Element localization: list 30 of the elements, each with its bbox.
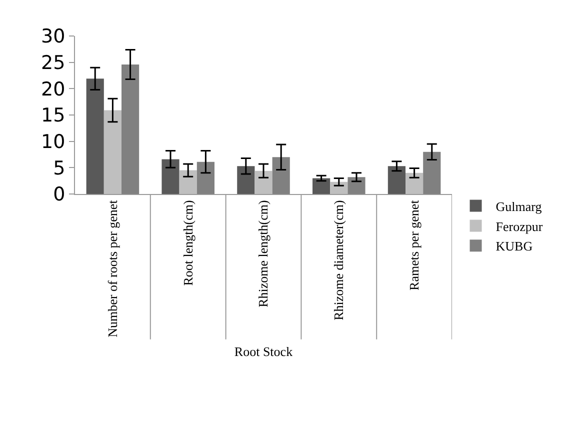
y-tick-label: 20 xyxy=(41,78,66,100)
legend-label: Ferozpur xyxy=(496,218,544,234)
bar xyxy=(423,152,441,194)
bar xyxy=(312,178,330,194)
bar xyxy=(196,162,214,194)
y-tick-label: 25 xyxy=(41,52,66,74)
y-tick-label: 0 xyxy=(53,184,66,206)
bar xyxy=(179,170,197,194)
y-tick-label: 5 xyxy=(53,157,66,180)
x-tick-label: Root length(cm) xyxy=(180,200,196,286)
bar xyxy=(86,78,104,194)
x-axis-title: Root Stock xyxy=(234,344,294,359)
bar xyxy=(254,170,272,194)
legend-label: KUBG xyxy=(496,238,533,254)
y-tick-label: 30 xyxy=(41,26,66,48)
x-tick-label: Rhizome diameter(cm) xyxy=(331,200,346,320)
x-tick-label: Rhizome length(cm) xyxy=(256,200,271,308)
bar xyxy=(237,166,255,194)
bar xyxy=(104,110,122,194)
y-tick-label: 10 xyxy=(41,130,66,153)
y-tick-label: 15 xyxy=(41,104,66,127)
x-tick-label: Ramets per genet xyxy=(406,200,422,290)
x-tick-label: Number of roots per genet xyxy=(104,200,120,338)
bar xyxy=(272,157,290,194)
bar xyxy=(406,172,424,194)
bar xyxy=(388,166,406,194)
legend-label: Gulmarg xyxy=(496,198,542,214)
bar xyxy=(348,177,366,194)
bar xyxy=(122,64,140,194)
bar xyxy=(162,159,180,194)
